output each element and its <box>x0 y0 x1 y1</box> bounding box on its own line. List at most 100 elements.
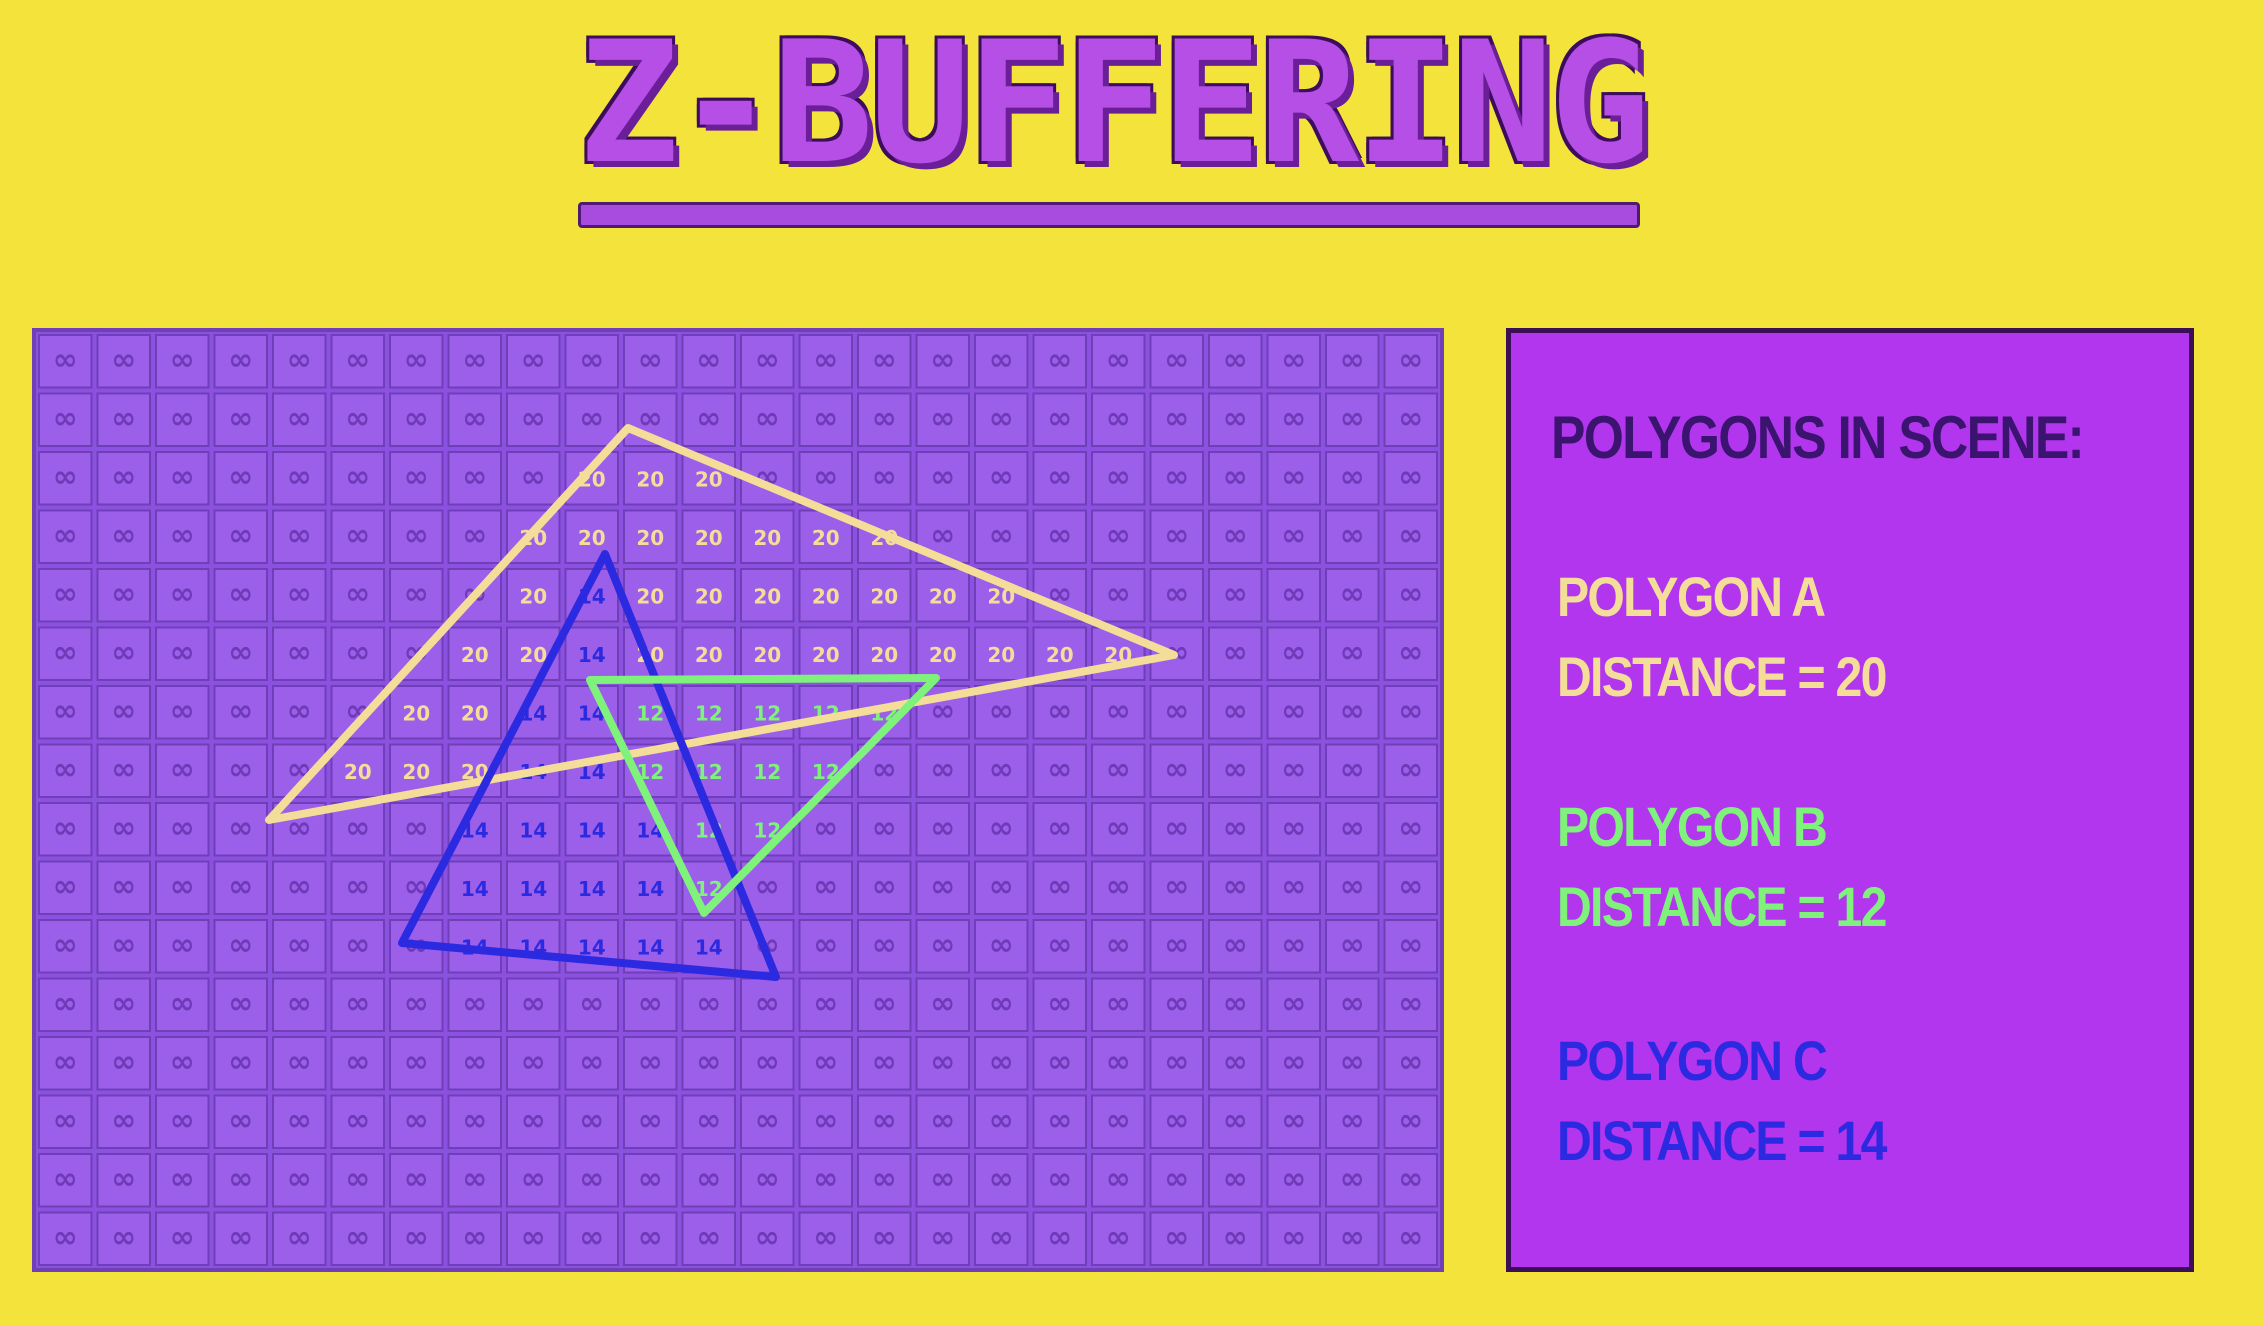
grid-cell <box>1149 1094 1204 1149</box>
infinity-value: ∞ <box>1106 810 1131 845</box>
infinity-value: ∞ <box>1223 986 1248 1021</box>
grid-cell <box>564 392 619 447</box>
infinity-value: ∞ <box>989 459 1014 494</box>
grid-cell <box>857 626 912 681</box>
grid-cell <box>681 568 736 623</box>
infinity-value: ∞ <box>404 1044 429 1079</box>
legend-panel: POLYGONS IN SCENE: POLYGON A DISTANCE = … <box>1506 328 2194 1272</box>
grid-cell <box>740 568 795 623</box>
grid-cell <box>1032 1094 1087 1149</box>
depth-value-a: 20 <box>695 584 723 608</box>
grid-cell <box>1383 860 1438 915</box>
infinity-value: ∞ <box>579 342 604 377</box>
grid-cell <box>798 977 853 1032</box>
grid-cell <box>1208 743 1263 798</box>
grid-cell <box>272 392 327 447</box>
infinity-value: ∞ <box>228 1103 253 1138</box>
depth-value-a: 20 <box>987 643 1015 667</box>
grid-cell <box>213 1094 268 1149</box>
infinity-value: ∞ <box>1047 752 1072 787</box>
grid-cell <box>857 334 912 389</box>
grid-cell <box>1032 392 1087 447</box>
grid-cell <box>915 392 970 447</box>
infinity-value: ∞ <box>813 810 838 845</box>
infinity-value: ∞ <box>1223 810 1248 845</box>
grid-cell <box>447 451 502 506</box>
infinity-value: ∞ <box>111 635 136 670</box>
infinity-value: ∞ <box>1398 1220 1423 1255</box>
grid-cell <box>681 1036 736 1091</box>
grid-cell <box>1149 568 1204 623</box>
infinity-value: ∞ <box>1340 986 1365 1021</box>
grid-cell <box>564 1094 619 1149</box>
infinity-value: ∞ <box>989 518 1014 553</box>
infinity-value: ∞ <box>813 401 838 436</box>
grid-cell <box>38 392 93 447</box>
grid-cell <box>38 977 93 1032</box>
grid-cell <box>155 451 210 506</box>
infinity-value: ∞ <box>1281 986 1306 1021</box>
grid-cell <box>1266 1211 1321 1266</box>
depth-value-c: 14 <box>636 935 664 959</box>
grid-cell <box>389 1153 444 1208</box>
infinity-value: ∞ <box>1340 810 1365 845</box>
infinity-value: ∞ <box>345 1220 370 1255</box>
grid-cell <box>915 334 970 389</box>
infinity-value: ∞ <box>1340 401 1365 436</box>
grid-cell <box>681 977 736 1032</box>
infinity-value: ∞ <box>287 693 312 728</box>
grid-cell <box>506 451 561 506</box>
grid-cell <box>447 626 502 681</box>
grid-cell <box>798 626 853 681</box>
infinity-value: ∞ <box>638 342 663 377</box>
infinity-value: ∞ <box>1164 518 1189 553</box>
grid-cell <box>1383 685 1438 740</box>
infinity-value: ∞ <box>813 1161 838 1196</box>
grid-cell <box>272 334 327 389</box>
infinity-value: ∞ <box>1164 1220 1189 1255</box>
infinity-value: ∞ <box>345 810 370 845</box>
infinity-value: ∞ <box>1164 752 1189 787</box>
infinity-value: ∞ <box>53 576 78 611</box>
grid-cell <box>1032 802 1087 857</box>
infinity-value: ∞ <box>287 927 312 962</box>
grid-cell <box>272 626 327 681</box>
grid-cell <box>1383 451 1438 506</box>
infinity-value: ∞ <box>170 1103 195 1138</box>
grid-cell <box>1091 451 1146 506</box>
infinity-value: ∞ <box>989 1044 1014 1079</box>
grid-cell <box>623 1211 678 1266</box>
grid-cell <box>1032 509 1087 564</box>
grid-cell <box>740 626 795 681</box>
grid-cell <box>213 1153 268 1208</box>
grid-cell <box>389 977 444 1032</box>
grid-cell <box>1383 977 1438 1032</box>
page-title: Z-BUFFERING <box>578 5 1651 201</box>
grid-cell <box>1208 1036 1263 1091</box>
grid-cell <box>1208 1211 1263 1266</box>
grid-cell <box>1325 451 1380 506</box>
grid-cell <box>1266 1153 1321 1208</box>
infinity-value: ∞ <box>696 1044 721 1079</box>
grid-cell <box>1149 334 1204 389</box>
grid-cell <box>623 1153 678 1208</box>
infinity-value: ∞ <box>462 518 487 553</box>
infinity-value: ∞ <box>287 401 312 436</box>
grid-cell <box>96 1036 151 1091</box>
infinity-value: ∞ <box>1281 869 1306 904</box>
infinity-value: ∞ <box>53 459 78 494</box>
infinity-value: ∞ <box>404 401 429 436</box>
grid-cell <box>96 334 151 389</box>
infinity-value: ∞ <box>1281 1161 1306 1196</box>
infinity-value: ∞ <box>930 752 955 787</box>
infinity-value: ∞ <box>813 986 838 1021</box>
grid-cell <box>564 451 619 506</box>
infinity-value: ∞ <box>287 635 312 670</box>
grid-cell <box>272 1094 327 1149</box>
grid-cell <box>1266 509 1321 564</box>
infinity-value: ∞ <box>638 986 663 1021</box>
infinity-value: ∞ <box>1281 635 1306 670</box>
grid-cell <box>1325 1153 1380 1208</box>
infinity-value: ∞ <box>1106 459 1131 494</box>
infinity-value: ∞ <box>521 1044 546 1079</box>
